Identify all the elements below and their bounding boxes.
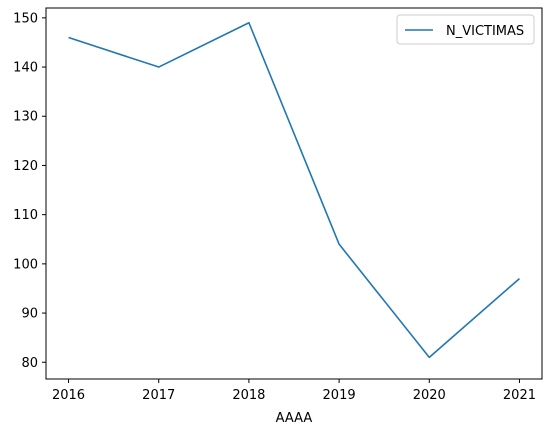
y-tick-label: 110 (13, 208, 38, 223)
legend-label-n-victimas: N_VICTIMAS (446, 24, 524, 39)
x-axis-label: AAAA (276, 411, 313, 426)
legend-box (396, 14, 535, 45)
y-tick-label: 130 (13, 110, 38, 125)
x-tick-label: 2020 (413, 388, 446, 403)
y-axis: 80 90 100 110 120 130 140 150 (13, 11, 46, 371)
y-tick-label: 80 (21, 356, 38, 371)
series-line-n-victimas (68, 21, 520, 359)
y-tick-label: 100 (13, 257, 38, 272)
x-tick-label: 2018 (232, 388, 265, 403)
y-tick-label: 90 (21, 307, 38, 322)
x-tick-label: 2016 (52, 388, 85, 403)
plot-area (45, 7, 543, 380)
x-tick-label: 2021 (503, 388, 536, 403)
x-axis: 2016 2017 2018 2019 2020 2021 (52, 379, 536, 403)
x-tick-label: 2019 (323, 388, 356, 403)
y-tick-label: 150 (13, 11, 38, 26)
y-tick-label: 140 (13, 61, 38, 76)
legend: N_VICTIMAS (396, 14, 535, 45)
y-tick-label: 120 (13, 159, 38, 174)
x-tick-label: 2017 (142, 388, 175, 403)
